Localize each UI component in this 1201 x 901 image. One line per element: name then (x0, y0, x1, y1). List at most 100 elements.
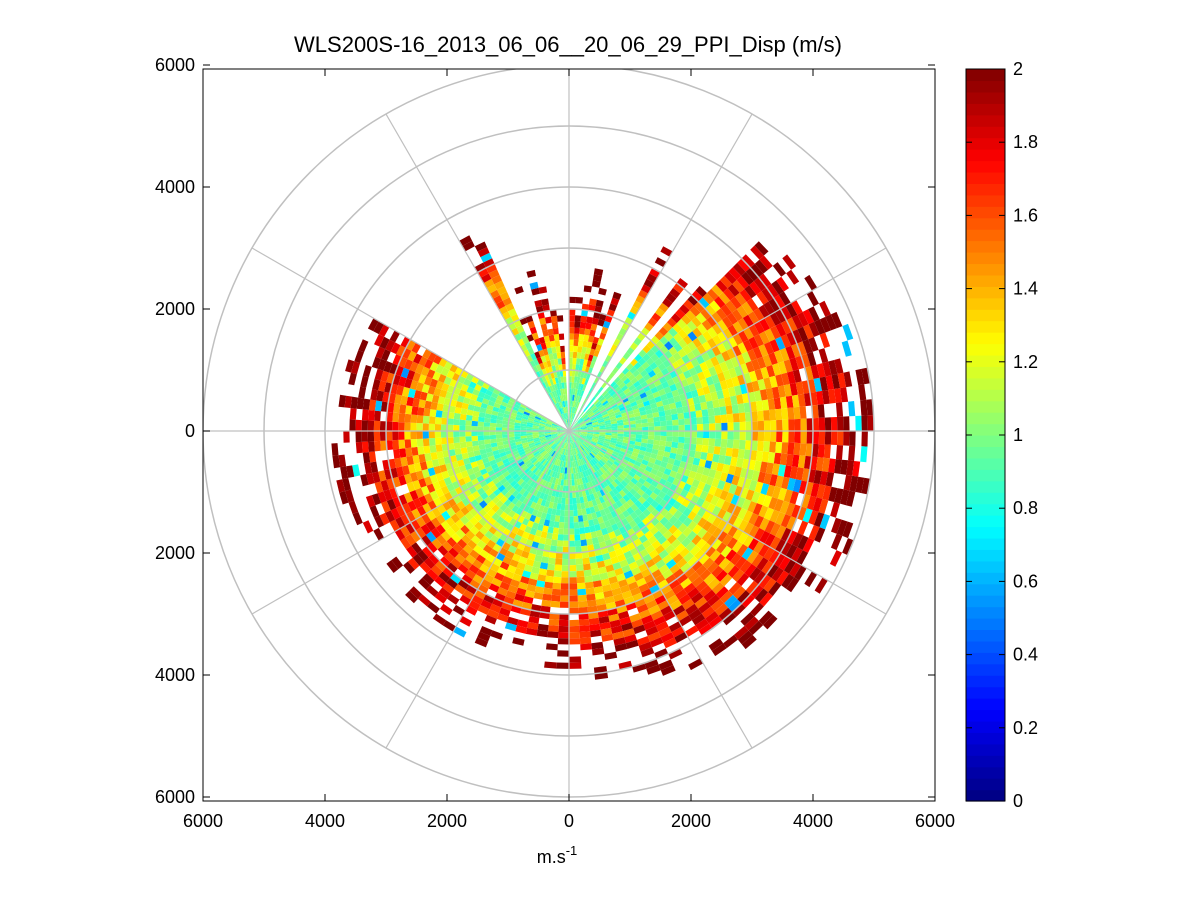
ppi-cell (398, 475, 407, 486)
ppi-cell (592, 434, 600, 438)
ppi-cell (680, 578, 692, 589)
ppi-cell (753, 527, 765, 541)
ppi-cell (795, 467, 804, 481)
ppi-cell (463, 378, 472, 387)
ppi-cell (644, 365, 653, 374)
colorbar-band (966, 377, 1005, 390)
ppi-cell (596, 443, 603, 448)
ppi-cell (639, 410, 647, 416)
ppi-cell (477, 604, 490, 615)
ppi-cell (534, 338, 541, 346)
ppi-cell (614, 548, 624, 557)
ppi-cell (540, 438, 547, 442)
ppi-cell (539, 421, 546, 425)
ppi-cell (459, 413, 467, 421)
ppi-cell (794, 431, 801, 444)
ppi-cell (599, 459, 606, 466)
colorbar-band (966, 69, 1005, 82)
ppi-cell (766, 484, 776, 497)
ppi-cell (702, 520, 713, 532)
ppi-cell (453, 431, 460, 438)
ppi-cell (550, 483, 555, 490)
ppi-cell (691, 290, 703, 302)
ppi-cell (570, 394, 573, 401)
ppi-cell (500, 519, 510, 529)
ppi-cell (424, 400, 432, 410)
ppi-cell (574, 388, 578, 396)
ppi-cell (674, 631, 688, 643)
ppi-cell (666, 420, 673, 426)
ppi-cell (573, 394, 577, 402)
ppi-cell (499, 404, 507, 411)
ppi-cell (495, 427, 502, 431)
ppi-cell (413, 390, 422, 400)
ppi-cell (842, 538, 854, 556)
ppi-cell (711, 312, 722, 324)
ppi-cell (660, 584, 672, 595)
ppi-cell (687, 295, 699, 306)
ppi-cell (761, 560, 774, 575)
ppi-cell (541, 473, 547, 480)
ppi-cell (438, 571, 450, 583)
ppi-cell (569, 522, 575, 529)
ppi-cell (680, 562, 692, 574)
ppi-cell (548, 489, 554, 496)
ppi-cell (441, 443, 449, 451)
ppi-cell (802, 309, 815, 325)
ppi-cell (861, 431, 868, 447)
ppi-cell (633, 624, 646, 635)
ppi-cell (709, 423, 716, 431)
ppi-cell (598, 437, 605, 441)
ppi-cell (655, 340, 665, 350)
ppi-cell (715, 353, 725, 364)
ppi-cell (745, 489, 755, 501)
ppi-cell (616, 455, 624, 462)
ppi-cell (830, 417, 838, 431)
ppi-cell (843, 416, 850, 431)
ppi-cell (767, 452, 776, 464)
ppi-cell (505, 449, 513, 455)
ppi-cell (435, 472, 444, 482)
ppi-cell (558, 453, 562, 460)
ppi-cell (395, 516, 406, 529)
ppi-cell (491, 275, 502, 285)
colorbar-band (966, 217, 1005, 230)
ppi-cell (418, 453, 426, 463)
ppi-cell (582, 450, 587, 457)
ppi-cell (581, 303, 589, 311)
ppi-cell (562, 454, 566, 462)
ppi-cell (604, 436, 612, 440)
ppi-cell (570, 419, 574, 426)
ppi-cell (608, 371, 616, 379)
ppi-cell (585, 408, 591, 414)
ppi-cell (422, 348, 432, 359)
colorbar-band (966, 686, 1005, 699)
colorbar-band (966, 766, 1005, 779)
ppi-cell (607, 387, 615, 395)
ppi-cell (483, 426, 490, 431)
ppi-cell (374, 334, 385, 347)
ppi-cell (722, 511, 733, 523)
ppi-cell (791, 532, 804, 548)
ppi-cell (623, 377, 631, 385)
ppi-cell (633, 516, 642, 525)
ppi-cell (465, 431, 472, 437)
ppi-cell (763, 472, 772, 485)
ppi-cell (591, 537, 599, 545)
ppi-cell (633, 362, 642, 370)
ppi-cell (475, 495, 484, 504)
ppi-cell (713, 487, 723, 498)
ppi-cell (599, 332, 607, 340)
ppi-cell (540, 418, 547, 423)
ppi-cell (512, 512, 521, 521)
ppi-cell (560, 441, 564, 448)
ppi-cell (386, 411, 394, 422)
ppi-cell (725, 378, 734, 389)
ppi-cell (661, 473, 670, 481)
ppi-cell (616, 379, 624, 387)
ppi-cell (538, 349, 545, 357)
ppi-cell (623, 400, 631, 407)
ppi-cell (718, 607, 733, 621)
ppi-cell (576, 358, 581, 365)
ppi-cell (647, 317, 658, 327)
